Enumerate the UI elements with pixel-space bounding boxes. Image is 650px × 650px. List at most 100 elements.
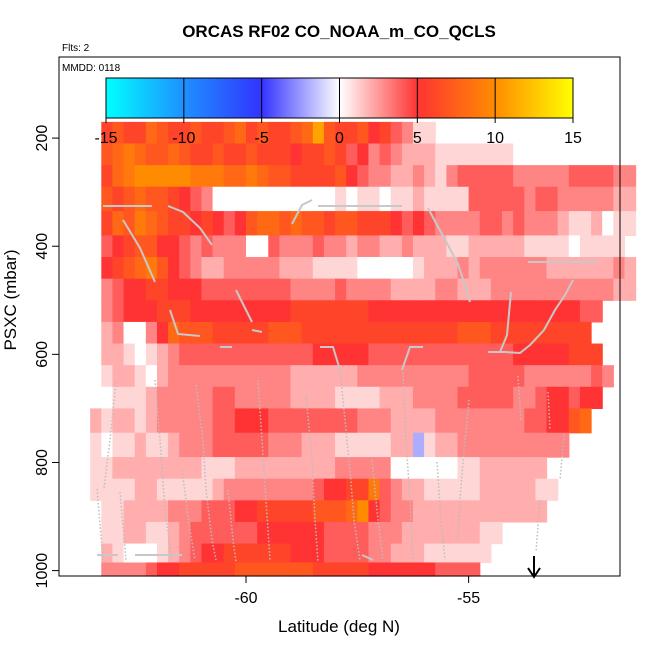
heatmap-cell: [424, 365, 436, 388]
heatmap-cell: [446, 562, 459, 577]
heatmap-cell: [112, 300, 125, 323]
flight-track-dotted: [305, 394, 319, 563]
heatmap-cell: [112, 343, 125, 366]
heatmap-cell: [134, 543, 147, 564]
heatmap-cell: [446, 211, 459, 237]
heatmap-cell: [212, 165, 225, 188]
heatmap-cell: [134, 432, 147, 458]
heatmap-cell: [290, 521, 303, 545]
heatmap-cell: [335, 457, 347, 480]
heatmap-cell: [168, 121, 180, 145]
heatmap-cell: [446, 165, 459, 188]
heatmap-cell: [101, 457, 114, 480]
heatmap-cell: [101, 165, 114, 188]
heatmap-cell: [223, 235, 236, 258]
heatmap-cell: [279, 278, 292, 301]
heatmap-cell: [412, 432, 425, 458]
heatmap-cell: [346, 543, 358, 564]
heatmap-cell: [535, 343, 548, 366]
heatmap-cell: [513, 321, 525, 345]
heatmap-cell: [212, 300, 225, 323]
heatmap-cell: [212, 121, 225, 145]
heatmap-cell: [335, 432, 347, 458]
heatmap-cell: [335, 478, 347, 501]
heatmap-cell: [479, 278, 492, 301]
heatmap-cell: [279, 143, 292, 166]
heatmap-cell: [357, 211, 370, 237]
heatmap-cell: [591, 165, 603, 188]
heatmap-cell: [145, 543, 158, 564]
heatmap-cell: [134, 321, 147, 345]
heatmap-cell: [357, 408, 370, 434]
heatmap-cell: [257, 408, 269, 434]
heatmap-cell: [535, 478, 548, 501]
heatmap-cell: [168, 211, 180, 237]
heatmap-cell: [401, 257, 414, 280]
heatmap-cell: [101, 562, 114, 577]
heatmap-cell: [268, 432, 280, 458]
heatmap-cell: [257, 343, 269, 366]
heatmap-cell: [424, 186, 436, 212]
heatmap-cell: [123, 408, 136, 434]
heatmap-cell: [123, 121, 136, 145]
heatmap-cell: [390, 562, 403, 577]
heatmap-cell: [468, 257, 481, 280]
colorbar-tick-label: 10: [486, 130, 504, 147]
heatmap-cell: [479, 235, 492, 258]
heatmap-cell: [279, 365, 292, 388]
heatmap-cell: [301, 143, 314, 166]
heatmap-cell: [568, 211, 581, 237]
heatmap-cell: [435, 278, 447, 301]
heatmap-cell: [368, 562, 381, 577]
heatmap-cell: [179, 562, 191, 577]
heatmap-cell: [490, 235, 503, 258]
x-tick-label: -60: [234, 590, 257, 607]
heatmap-cell: [401, 432, 414, 458]
heatmap-cell: [190, 121, 203, 145]
flight-track: [122, 219, 156, 283]
heatmap-cell: [112, 543, 125, 564]
heatmap-cell: [424, 211, 436, 237]
heatmap-cell: [568, 343, 581, 366]
heatmap-cell: [145, 257, 158, 280]
heatmap-cell: [156, 300, 169, 323]
heatmap-cell: [134, 562, 147, 577]
heatmap-cell: [246, 500, 258, 523]
y-axis-label: PSXC (mbar): [1, 249, 20, 350]
heatmap-cell: [312, 165, 325, 188]
heatmap-cell: [123, 562, 136, 577]
heatmap-cell: [279, 543, 292, 564]
heatmap-cell: [568, 408, 581, 434]
heatmap-cell: [123, 432, 136, 458]
heatmap-cell: [323, 478, 336, 501]
flight-track: [497, 279, 574, 355]
heatmap-cell: [546, 257, 559, 280]
heatmap-cell: [223, 300, 236, 323]
heatmap-cell: [212, 257, 225, 280]
heatmap-cell: [591, 257, 603, 280]
heatmap-cell: [412, 321, 425, 345]
heatmap-cell: [179, 543, 191, 564]
heatmap-cell: [624, 211, 637, 237]
heatmap-cell: [323, 562, 336, 577]
heatmap-cell: [101, 521, 114, 545]
heatmap-cell: [346, 343, 358, 366]
heatmap-cell: [390, 408, 403, 434]
heatmap-cell: [301, 321, 314, 345]
heatmap-cell: [101, 386, 114, 410]
heatmap-cell: [457, 457, 470, 480]
heatmap-cell: [379, 432, 392, 458]
heatmap-cell: [323, 343, 336, 366]
heatmap-cell: [212, 543, 225, 564]
heatmap-cell: [457, 500, 470, 523]
heatmap-cell: [546, 386, 559, 410]
heatmap-cell: [468, 562, 481, 577]
heatmap-cell: [323, 235, 336, 258]
heatmap-cell: [201, 211, 214, 237]
heatmap-cell: [134, 478, 147, 501]
heatmap-cell: [446, 432, 459, 458]
heatmap-cell: [201, 386, 214, 410]
heatmap-cell: [357, 521, 370, 545]
heatmap-cell: [390, 235, 403, 258]
heatmap-cell: [346, 562, 358, 577]
